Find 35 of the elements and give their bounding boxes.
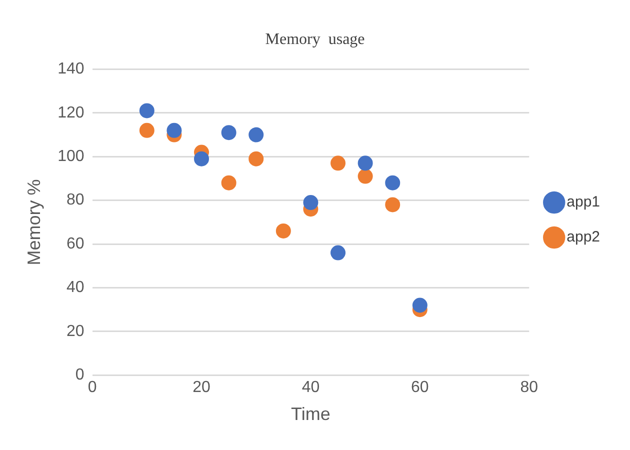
point xyxy=(330,245,346,260)
point xyxy=(139,122,154,138)
legend-label: app2 xyxy=(566,228,600,246)
x-tick-label: 40 xyxy=(302,379,320,396)
x-tick-label: 20 xyxy=(192,379,211,396)
x-tick-label: 0 xyxy=(88,379,97,396)
point xyxy=(330,156,346,171)
point xyxy=(194,151,210,166)
x-tick-label: 80 xyxy=(520,379,538,396)
point xyxy=(303,195,318,210)
y-tick-label: 120 xyxy=(58,104,84,122)
y-tick-label: 20 xyxy=(66,322,84,340)
point xyxy=(358,168,373,184)
y-axis-title: Memory % xyxy=(24,179,44,266)
y-tick-label: 60 xyxy=(66,235,84,252)
point xyxy=(221,125,236,140)
point xyxy=(276,223,291,238)
legend-label: app1 xyxy=(566,194,600,211)
y-tick-label: 40 xyxy=(66,279,84,296)
point xyxy=(248,151,264,166)
x-axis-title: Time xyxy=(291,404,330,424)
y-tick-label: 100 xyxy=(58,148,84,166)
x-tick-label: 60 xyxy=(411,379,429,396)
y-tick-label: 80 xyxy=(66,192,84,209)
point xyxy=(221,175,236,190)
chart-title: Memory usage xyxy=(265,30,365,48)
point xyxy=(412,298,428,313)
point xyxy=(139,103,154,118)
point xyxy=(248,127,264,142)
point xyxy=(358,156,373,171)
y-tick-label: 0 xyxy=(75,366,84,384)
point xyxy=(166,122,182,138)
point xyxy=(385,197,400,212)
y-tick-label: 140 xyxy=(58,60,84,78)
point xyxy=(385,175,400,190)
